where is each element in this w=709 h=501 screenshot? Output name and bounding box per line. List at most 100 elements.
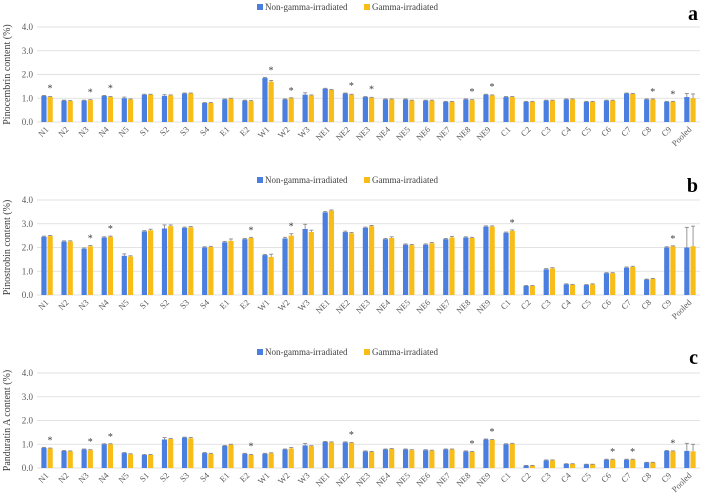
x-tick-label: W2 bbox=[276, 124, 292, 140]
x-tick-label: NE4 bbox=[374, 297, 393, 316]
bar-gamma bbox=[670, 246, 676, 295]
x-tick-label: NE5 bbox=[394, 124, 412, 142]
significance-star: * bbox=[48, 83, 53, 94]
y-axis-label: Pinocembrin content (%) bbox=[2, 24, 13, 125]
x-tick-label: NE9 bbox=[474, 297, 492, 315]
x-tick-label: C9 bbox=[659, 470, 673, 484]
bar-non-gamma bbox=[101, 95, 107, 122]
bar-non-gamma bbox=[644, 99, 650, 122]
bar-gamma bbox=[288, 98, 294, 122]
legend-swatch-gamma bbox=[364, 4, 370, 10]
panel-c: 0.0 1.0 2.0 3.0 4.0 Panduratin A content (%) N… bbox=[2, 347, 700, 494]
x-tick-label: E2 bbox=[238, 470, 252, 484]
x-tick-label: N1 bbox=[36, 297, 50, 311]
bar-non-gamma bbox=[262, 255, 268, 295]
bar-non-gamma bbox=[583, 101, 589, 122]
x-tick-label: NE6 bbox=[414, 124, 432, 142]
significance-star: * bbox=[670, 234, 675, 245]
x-tick-label: NE1 bbox=[314, 470, 332, 488]
x-tick-label: N4 bbox=[96, 297, 111, 312]
bar-non-gamma bbox=[382, 99, 389, 122]
x-tick-label: NE7 bbox=[434, 297, 452, 315]
bar-non-gamma bbox=[81, 449, 87, 468]
x-tick-label: S2 bbox=[158, 124, 171, 137]
bar-gamma bbox=[107, 236, 114, 295]
x-tick-label: C9 bbox=[659, 124, 673, 138]
bar-non-gamma bbox=[644, 279, 650, 295]
bar-gamma bbox=[449, 237, 455, 295]
y-tick-label: 1.0 bbox=[22, 266, 34, 276]
bar-non-gamma bbox=[242, 453, 248, 468]
bar-gamma bbox=[348, 94, 355, 122]
x-tick-label: E1 bbox=[218, 124, 232, 138]
x-tick-label: NE7 bbox=[434, 124, 452, 142]
bar-gamma bbox=[469, 451, 475, 468]
bar-non-gamma bbox=[41, 236, 47, 295]
x-tick-label: W3 bbox=[296, 470, 312, 486]
bar-gamma bbox=[509, 230, 515, 295]
significance-star: * bbox=[349, 81, 354, 92]
bar-non-gamma bbox=[603, 100, 610, 122]
bar-non-gamma bbox=[583, 464, 589, 468]
x-tick-label: W1 bbox=[256, 297, 272, 313]
bar-non-gamma bbox=[141, 231, 147, 295]
x-tick-label: NE6 bbox=[414, 297, 432, 315]
y-axis-label: Pinostrobin content (%) bbox=[2, 200, 13, 296]
significance-star: * bbox=[510, 218, 515, 229]
bar-non-gamma bbox=[563, 284, 569, 295]
bar-gamma bbox=[489, 226, 495, 295]
x-tick-label: NE5 bbox=[394, 297, 412, 315]
legend-label-gamma: Gamma-irradiated bbox=[372, 175, 438, 185]
x-tick-label: NE3 bbox=[354, 470, 372, 488]
bar-non-gamma bbox=[402, 449, 409, 468]
bar-non-gamma bbox=[362, 227, 368, 295]
bar-non-gamma bbox=[222, 445, 228, 468]
x-tick-label: NE4 bbox=[374, 470, 393, 489]
x-tick-label: W3 bbox=[296, 297, 312, 313]
bar-gamma bbox=[549, 460, 556, 468]
x-tick-label: E1 bbox=[218, 297, 232, 311]
x-tick-label: C6 bbox=[599, 297, 613, 311]
x-tick-label: C6 bbox=[599, 124, 613, 138]
bar-non-gamma bbox=[302, 445, 308, 468]
bar-non-gamma bbox=[563, 99, 569, 122]
bar-gamma bbox=[248, 101, 254, 122]
x-tick-label: C2 bbox=[519, 470, 533, 484]
bar-non-gamma bbox=[603, 273, 610, 295]
bar-non-gamma bbox=[644, 462, 650, 468]
bar-gamma bbox=[389, 99, 395, 122]
bar-gamma bbox=[409, 245, 415, 295]
bar-non-gamma bbox=[623, 93, 630, 122]
x-tick-label: C3 bbox=[539, 297, 553, 311]
bar-non-gamma bbox=[443, 101, 449, 122]
bar-non-gamma bbox=[81, 248, 87, 295]
bar-non-gamma bbox=[302, 94, 308, 122]
bar-gamma bbox=[348, 233, 355, 295]
bar-gamma bbox=[569, 99, 576, 122]
x-tick-label: NE8 bbox=[454, 470, 472, 488]
x-tick-label: N2 bbox=[56, 470, 70, 484]
x-tick-label: N3 bbox=[76, 124, 90, 138]
bar-non-gamma bbox=[242, 100, 248, 122]
bar-gamma bbox=[168, 439, 174, 468]
x-tick-label: NE9 bbox=[474, 470, 492, 488]
x-tick-label: Pooled bbox=[670, 297, 694, 321]
bar-non-gamma bbox=[101, 444, 107, 468]
x-tick-label: S3 bbox=[178, 470, 191, 483]
bar-gamma bbox=[590, 101, 596, 122]
significance-star: * bbox=[248, 225, 253, 236]
bar-gamma bbox=[228, 98, 234, 122]
bar-gamma bbox=[288, 448, 294, 468]
y-tick-label: 2.0 bbox=[22, 416, 34, 426]
x-tick-label: NE2 bbox=[334, 470, 352, 488]
y-tick-label: 4.0 bbox=[22, 368, 34, 378]
y-tick-label: 4.0 bbox=[22, 195, 34, 205]
x-tick-label: S1 bbox=[137, 297, 150, 310]
bar-gamma bbox=[429, 100, 435, 122]
x-tick-label: C8 bbox=[639, 470, 653, 484]
bar-gamma bbox=[529, 465, 535, 468]
legend-swatch-non-gamma bbox=[257, 349, 263, 355]
x-tick-label: C3 bbox=[539, 124, 553, 138]
bar-non-gamma bbox=[61, 100, 67, 122]
